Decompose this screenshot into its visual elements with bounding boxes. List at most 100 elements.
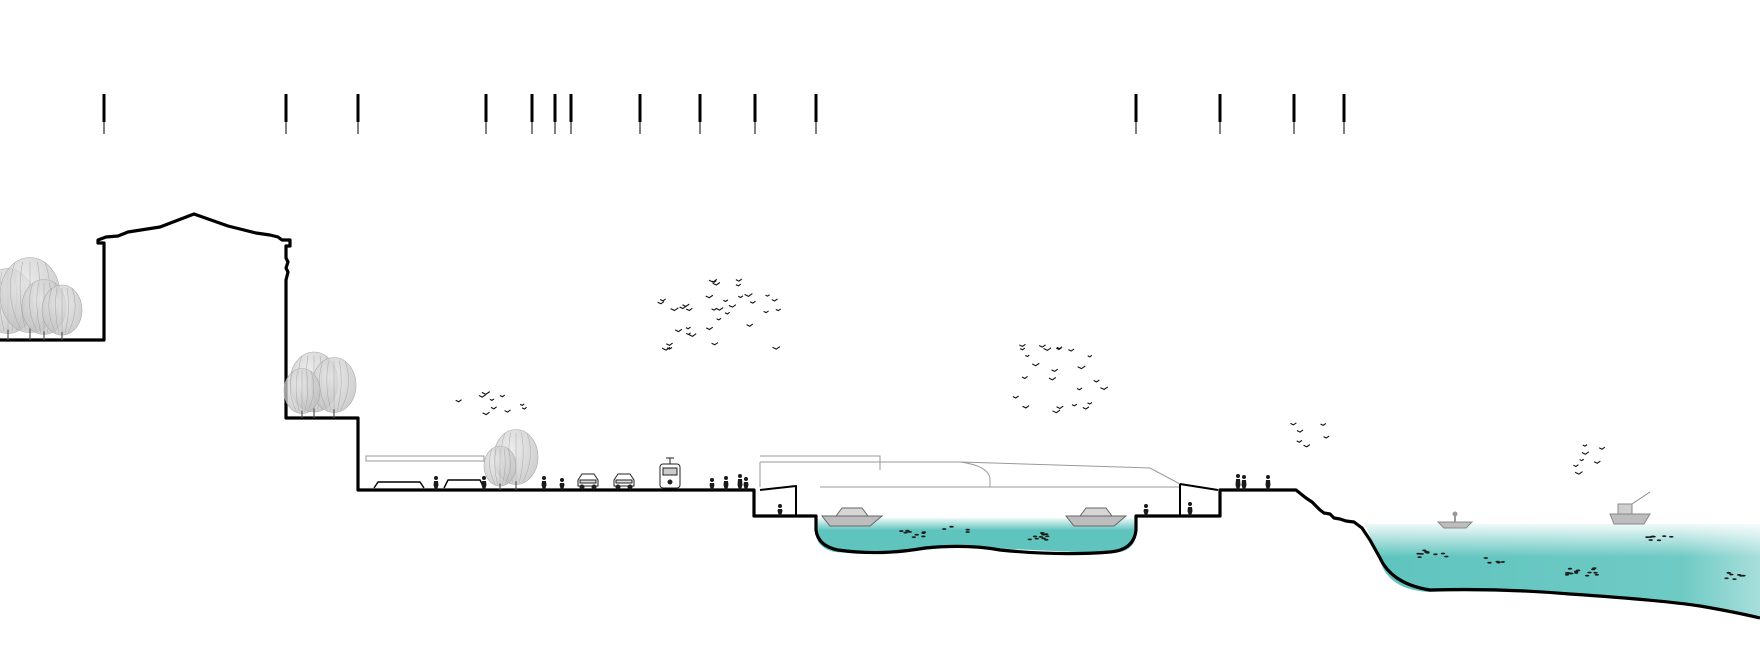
person-icon: [743, 477, 749, 490]
bird-icon: [481, 391, 491, 396]
car-icon: [577, 473, 599, 490]
ground-profile-line: [0, 212, 1760, 620]
section-marker: [569, 94, 573, 134]
bird-icon: [478, 394, 486, 398]
bird-icon: [666, 346, 673, 350]
bird-icon: [705, 326, 714, 331]
bird-icon: [682, 303, 690, 308]
fish-icon: [899, 529, 927, 538]
bird-icon: [1076, 387, 1083, 391]
birds: [455, 278, 1606, 475]
fish-schools: [899, 525, 1746, 581]
bird-icon: [666, 342, 673, 346]
bird-icon: [1025, 354, 1030, 358]
bird-icon: [1019, 343, 1026, 348]
section-marker: [484, 94, 488, 134]
bird-icon: [705, 294, 714, 299]
bird-icon: [688, 333, 697, 337]
bird-icon: [744, 293, 753, 297]
bird-icon: [1100, 386, 1109, 391]
tree-icon: [283, 368, 321, 418]
bird-icon: [1296, 429, 1304, 433]
section-marker: [753, 94, 757, 134]
person-icon: [737, 474, 743, 490]
section-marker: [1342, 94, 1346, 134]
bird-icon: [763, 310, 769, 314]
person-icon: [1265, 475, 1271, 490]
bird-icon: [715, 307, 724, 311]
bird-icon: [1019, 347, 1026, 351]
fishing-boat-icon: [1609, 491, 1651, 525]
bird-icon: [519, 403, 525, 406]
vehicles: [577, 457, 681, 490]
bird-icon: [455, 399, 462, 403]
bird-icon: [1598, 446, 1606, 450]
section-marker: [553, 94, 557, 134]
fish-icon: [942, 525, 970, 533]
bird-icon: [1052, 409, 1061, 414]
bird-icon: [670, 307, 679, 312]
person-icon: [541, 476, 547, 490]
trees: [0, 257, 539, 490]
bird-icon: [1048, 376, 1057, 381]
bird-icon: [685, 326, 691, 330]
bird-icon: [1021, 376, 1028, 380]
bird-icon: [1077, 365, 1086, 370]
bird-icon: [711, 342, 719, 346]
person-icon: [709, 478, 715, 490]
bird-icon: [657, 301, 665, 305]
person-icon: [433, 476, 439, 490]
section-marker: [530, 94, 534, 134]
bird-icon: [674, 328, 683, 333]
fish-icon: [1027, 532, 1050, 541]
boats: [820, 491, 1651, 529]
bird-icon: [679, 305, 687, 310]
person-icon: [777, 504, 783, 516]
bird-icon: [1593, 460, 1601, 464]
bird-icon: [772, 346, 781, 350]
person-icon: [1143, 504, 1149, 516]
bird-icon: [1051, 368, 1058, 373]
bird-icon: [765, 294, 770, 297]
bird-icon: [1093, 379, 1100, 383]
boat-icon: [820, 507, 884, 527]
bird-icon: [1323, 435, 1330, 439]
boat-icon: [1064, 507, 1128, 527]
bird-icon: [1056, 405, 1064, 410]
section-marker: [814, 94, 818, 134]
bird-icon: [738, 295, 744, 299]
road-kerbs: [373, 479, 485, 489]
canal-water-highlight: [816, 518, 1136, 554]
bird-icon: [1071, 403, 1078, 407]
bird-icon: [489, 398, 495, 402]
bird-icon: [746, 323, 754, 327]
fish-icon: [1724, 571, 1746, 581]
tram-icon: [659, 457, 681, 489]
bird-icon: [1290, 422, 1297, 426]
people: [433, 474, 1271, 516]
person-icon: [1187, 502, 1193, 516]
bird-icon: [735, 278, 743, 282]
bird-icon: [504, 409, 511, 413]
bird-icon: [1303, 444, 1311, 448]
bird-icon: [1296, 439, 1303, 443]
bird-icon: [724, 311, 730, 315]
bird-icon: [659, 298, 666, 302]
person-icon: [1241, 475, 1247, 490]
bird-icon: [1031, 362, 1040, 367]
section-marker: [638, 94, 642, 134]
bird-icon: [711, 307, 717, 311]
section-marker: [1292, 94, 1296, 134]
bird-icon: [490, 406, 497, 410]
bird-icon: [771, 298, 778, 302]
bird-icon: [716, 317, 722, 321]
bird-icon: [1581, 451, 1590, 455]
bird-icon: [1320, 423, 1327, 426]
section-marker: [102, 94, 106, 134]
person-icon: [1235, 474, 1241, 490]
bird-icon: [723, 299, 729, 303]
bird-icon: [775, 308, 782, 312]
person-icon: [723, 476, 729, 490]
